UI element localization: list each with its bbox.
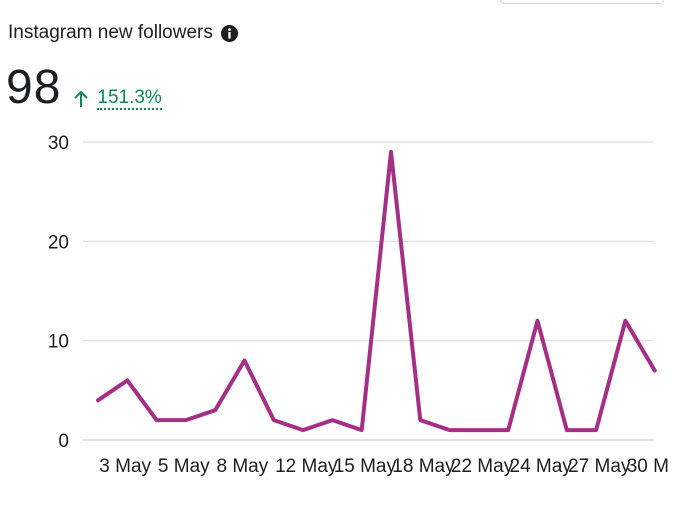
delta-badge: 151.3% <box>73 87 162 110</box>
grid-lines <box>83 141 654 441</box>
x-tick-label: 24 May <box>510 456 573 477</box>
x-tick-label: 27 May <box>568 456 631 477</box>
chart-header: Instagram new followers <box>8 20 238 46</box>
metric-summary: 98 151.3% <box>6 62 162 114</box>
series-layer <box>96 149 657 433</box>
x-tick-label: 30 M <box>627 456 669 477</box>
arrow-up-icon <box>74 90 89 107</box>
x-tick-label: 15 May <box>334 456 397 477</box>
x-tick-label: 3 May <box>99 456 151 477</box>
chart-title: Instagram new followers <box>8 22 213 43</box>
x-tick-label: 22 May <box>451 456 514 477</box>
x-tick-label: 18 May <box>392 456 455 477</box>
x-tick-label: 12 May <box>275 456 338 477</box>
metric-value: 98 <box>6 61 62 114</box>
series-line[interactable] <box>96 149 657 433</box>
y-tick-label: 30 <box>48 133 69 154</box>
delta-value[interactable]: 151.3% <box>97 87 162 110</box>
info-icon[interactable] <box>220 24 238 42</box>
y-tick-label: 10 <box>48 332 69 353</box>
x-tick-label: 8 May <box>217 456 269 477</box>
y-tick-label: 20 <box>48 232 69 253</box>
x-tick-label: 5 May <box>158 456 210 477</box>
y-axis-labels: 0 10 20 30 <box>48 133 69 452</box>
y-tick-label: 0 <box>58 431 69 452</box>
